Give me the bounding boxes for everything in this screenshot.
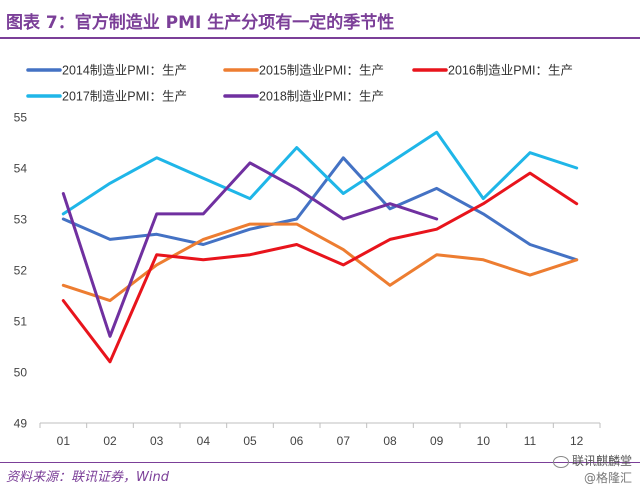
x-tick-label: 01 xyxy=(57,434,71,448)
plot-area xyxy=(61,130,579,364)
x-tick-label: 03 xyxy=(150,434,164,448)
chart-legend: 2014制造业PMI：生产 2015制造业PMI：生产 2016制造业PMI：生产 2… xyxy=(26,64,573,104)
y-tick-label: 50 xyxy=(14,366,28,380)
y-tick-label: 55 xyxy=(14,111,28,125)
title-rule xyxy=(0,37,640,39)
y-tick-label: 53 xyxy=(14,213,28,227)
figure-title: 图表 7：官方制造业 PMI 生产分项有一定的季节性 xyxy=(6,13,395,33)
series-line xyxy=(61,161,439,338)
watermark: 联讯麒麟堂 @格隆汇 xyxy=(552,452,632,486)
x-tick-label: 06 xyxy=(290,434,304,448)
x-axis: 01 02 03 04 05 06 07 08 09 10 11 12 xyxy=(39,422,601,448)
x-tick-label: 09 xyxy=(430,434,444,448)
figure-header: 图表 7：官方制造业 PMI 生产分项有一定的季节性 xyxy=(0,0,640,39)
legend-label: 2018制造业PMI：生产 xyxy=(259,90,384,104)
x-tick-label: 11 xyxy=(524,434,537,448)
line-chart: 2014制造业PMI：生产 2015制造业PMI：生产 2016制造业PMI：生产 2… xyxy=(14,64,601,448)
watermark-brand: 联讯麒麟堂 xyxy=(571,454,632,468)
legend-label: 2016制造业PMI：生产 xyxy=(448,64,573,78)
y-tick-label: 49 xyxy=(14,417,28,431)
wechat-icon xyxy=(552,455,569,468)
legend-item: 2017制造业PMI：生产 xyxy=(26,90,187,104)
series-line xyxy=(61,171,579,364)
series-line xyxy=(61,130,579,216)
series-line xyxy=(61,156,579,262)
y-tick-label: 54 xyxy=(14,162,28,176)
x-tick-label: 10 xyxy=(477,434,491,448)
x-tick-label: 12 xyxy=(570,434,584,448)
x-tick-label: 07 xyxy=(337,434,351,448)
watermark-sub: @格隆汇 xyxy=(583,471,632,485)
legend-label: 2017制造业PMI：生产 xyxy=(62,90,187,104)
legend-item: 2014制造业PMI：生产 xyxy=(26,64,187,78)
legend-item: 2015制造业PMI：生产 xyxy=(223,64,384,78)
source-rule xyxy=(0,462,640,463)
legend-item: 2016制造业PMI：生产 xyxy=(412,64,573,78)
legend-item: 2018制造业PMI：生产 xyxy=(223,90,384,104)
legend-label: 2014制造业PMI：生产 xyxy=(62,64,187,78)
source-note: 资料来源：联讯证券，Wind xyxy=(6,470,169,485)
x-tick-label: 02 xyxy=(103,434,117,448)
y-axis: 49 50 51 52 53 54 55 xyxy=(14,111,28,431)
legend-label: 2015制造业PMI：生产 xyxy=(259,64,384,78)
x-tick-label: 04 xyxy=(197,434,211,448)
y-tick-label: 51 xyxy=(14,315,28,329)
y-tick-label: 52 xyxy=(14,264,28,278)
x-tick-label: 05 xyxy=(243,434,257,448)
x-tick-label: 08 xyxy=(383,434,397,448)
